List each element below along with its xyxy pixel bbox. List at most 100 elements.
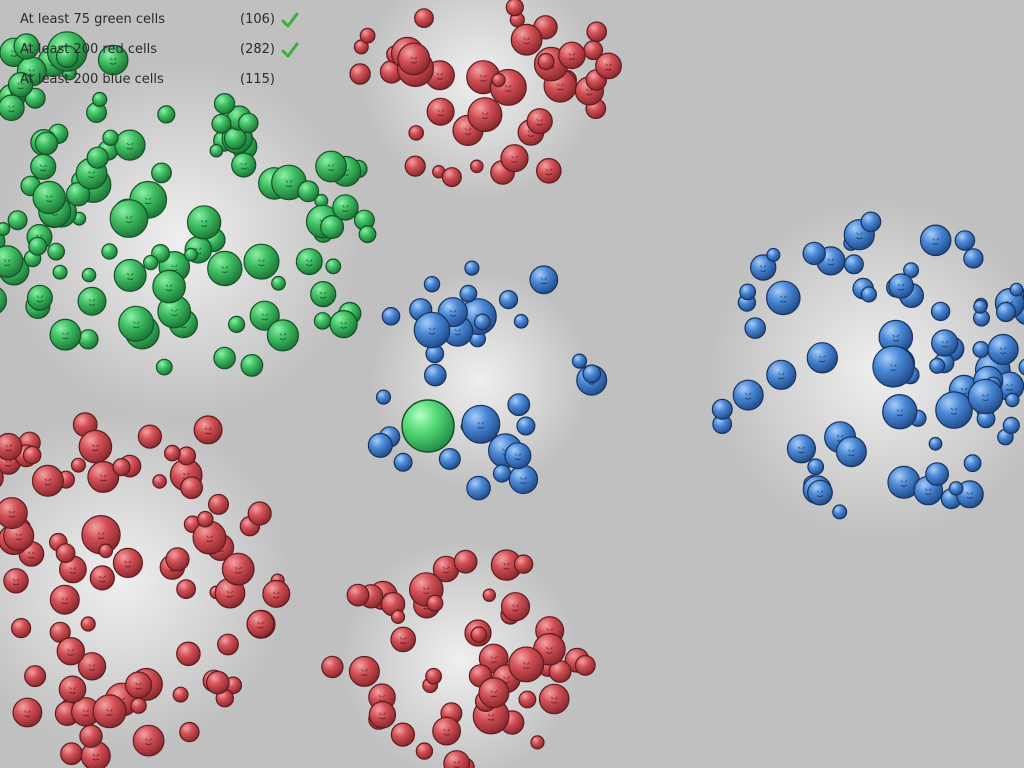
red-cell[interactable] xyxy=(125,671,153,699)
blue-cell[interactable] xyxy=(806,342,839,374)
green-cell[interactable] xyxy=(86,146,109,169)
green-cell[interactable] xyxy=(271,275,286,291)
red-cell[interactable] xyxy=(426,594,444,612)
red-cell[interactable] xyxy=(176,641,201,667)
blue-cell[interactable] xyxy=(459,284,478,303)
blue-cell[interactable] xyxy=(925,462,949,487)
green-cell[interactable] xyxy=(358,225,377,244)
green-cell[interactable] xyxy=(0,286,7,315)
green-cell[interactable] xyxy=(243,243,280,280)
blue-cell[interactable] xyxy=(786,434,817,464)
red-cell[interactable] xyxy=(408,125,424,141)
red-cell[interactable] xyxy=(404,155,426,177)
green-cell[interactable] xyxy=(102,129,119,146)
blue-cell[interactable] xyxy=(508,464,539,495)
red-cell[interactable] xyxy=(79,724,103,748)
blue-cell[interactable] xyxy=(739,283,757,301)
blue-cell[interactable] xyxy=(882,394,918,430)
red-cell[interactable] xyxy=(500,592,531,622)
blue-cell[interactable] xyxy=(367,432,393,458)
red-cell[interactable] xyxy=(208,493,230,515)
blue-cell[interactable] xyxy=(973,299,988,314)
red-cell[interactable] xyxy=(432,716,462,746)
blue-cell[interactable] xyxy=(507,393,531,417)
red-cell[interactable] xyxy=(176,579,197,599)
blue-cell[interactable] xyxy=(972,341,990,359)
green-cell[interactable] xyxy=(315,150,348,183)
red-cell[interactable] xyxy=(152,474,167,489)
blue-cell[interactable] xyxy=(498,290,519,310)
red-cell[interactable] xyxy=(508,646,545,683)
green-cell[interactable] xyxy=(240,354,264,377)
green-cell[interactable] xyxy=(320,215,345,240)
red-cell[interactable] xyxy=(31,464,64,497)
red-cell[interactable] xyxy=(262,579,291,608)
blue-cell[interactable] xyxy=(571,353,588,369)
red-cell[interactable] xyxy=(56,637,86,666)
red-cell[interactable] xyxy=(518,690,537,709)
green-cell[interactable] xyxy=(118,305,155,342)
selected-green-cell[interactable] xyxy=(401,399,455,453)
red-cell[interactable] xyxy=(197,510,214,528)
green-cell[interactable] xyxy=(266,319,299,352)
blue-cell[interactable] xyxy=(582,364,602,384)
blue-cell[interactable] xyxy=(461,404,501,444)
red-cell[interactable] xyxy=(92,694,127,729)
green-cell[interactable] xyxy=(325,258,342,275)
blue-cell[interactable] xyxy=(381,306,401,326)
blue-cell[interactable] xyxy=(1009,282,1024,297)
blue-cell[interactable] xyxy=(807,458,825,476)
blue-cell[interactable] xyxy=(1005,392,1020,408)
red-cell[interactable] xyxy=(70,457,86,473)
red-cell[interactable] xyxy=(165,547,190,572)
red-cell[interactable] xyxy=(87,460,120,493)
blue-cell[interactable] xyxy=(711,398,733,420)
green-cell[interactable] xyxy=(249,300,280,331)
green-cell[interactable] xyxy=(329,310,358,339)
blue-cell[interactable] xyxy=(802,241,826,266)
red-cell[interactable] xyxy=(12,697,43,728)
green-cell[interactable] xyxy=(101,243,118,260)
red-cell[interactable] xyxy=(467,97,503,133)
red-cell[interactable] xyxy=(98,543,114,559)
green-cell[interactable] xyxy=(81,267,97,283)
red-cell[interactable] xyxy=(359,27,376,44)
green-cell[interactable] xyxy=(32,180,66,215)
blue-cell[interactable] xyxy=(919,224,952,257)
blue-cell[interactable] xyxy=(466,475,491,501)
blue-cell[interactable] xyxy=(765,280,801,316)
red-cell[interactable] xyxy=(390,609,406,625)
green-cell[interactable] xyxy=(114,129,146,161)
red-cell[interactable] xyxy=(470,626,488,643)
red-cell[interactable] xyxy=(482,588,496,602)
blue-cell[interactable] xyxy=(928,436,943,451)
green-cell[interactable] xyxy=(55,45,79,68)
green-cell[interactable] xyxy=(109,199,149,238)
green-cell[interactable] xyxy=(30,153,57,180)
blue-cell[interactable] xyxy=(473,313,491,331)
red-cell[interactable] xyxy=(346,583,370,607)
red-cell[interactable] xyxy=(22,445,42,465)
red-cell[interactable] xyxy=(89,565,115,591)
green-cell[interactable] xyxy=(28,236,48,256)
green-cell[interactable] xyxy=(209,143,224,158)
red-cell[interactable] xyxy=(112,458,131,477)
green-cell[interactable] xyxy=(186,205,222,240)
green-cell[interactable] xyxy=(0,222,11,236)
red-cell[interactable] xyxy=(164,444,181,462)
red-cell[interactable] xyxy=(478,677,510,709)
green-cell[interactable] xyxy=(78,329,99,350)
blue-cell[interactable] xyxy=(413,311,451,349)
blue-cell[interactable] xyxy=(464,260,480,276)
blue-cell[interactable] xyxy=(963,454,982,473)
green-cell[interactable] xyxy=(152,269,186,304)
green-cell[interactable] xyxy=(52,264,68,280)
blue-cell[interactable] xyxy=(967,378,1004,415)
red-cell[interactable] xyxy=(80,616,96,632)
red-cell[interactable] xyxy=(49,584,80,615)
green-cell[interactable] xyxy=(34,131,59,155)
blue-cell[interactable] xyxy=(948,481,964,496)
red-cell[interactable] xyxy=(221,552,255,586)
